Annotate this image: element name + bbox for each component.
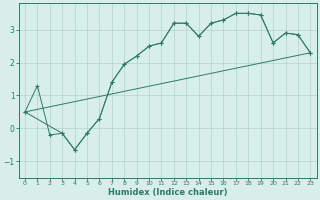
X-axis label: Humidex (Indice chaleur): Humidex (Indice chaleur) <box>108 188 228 197</box>
